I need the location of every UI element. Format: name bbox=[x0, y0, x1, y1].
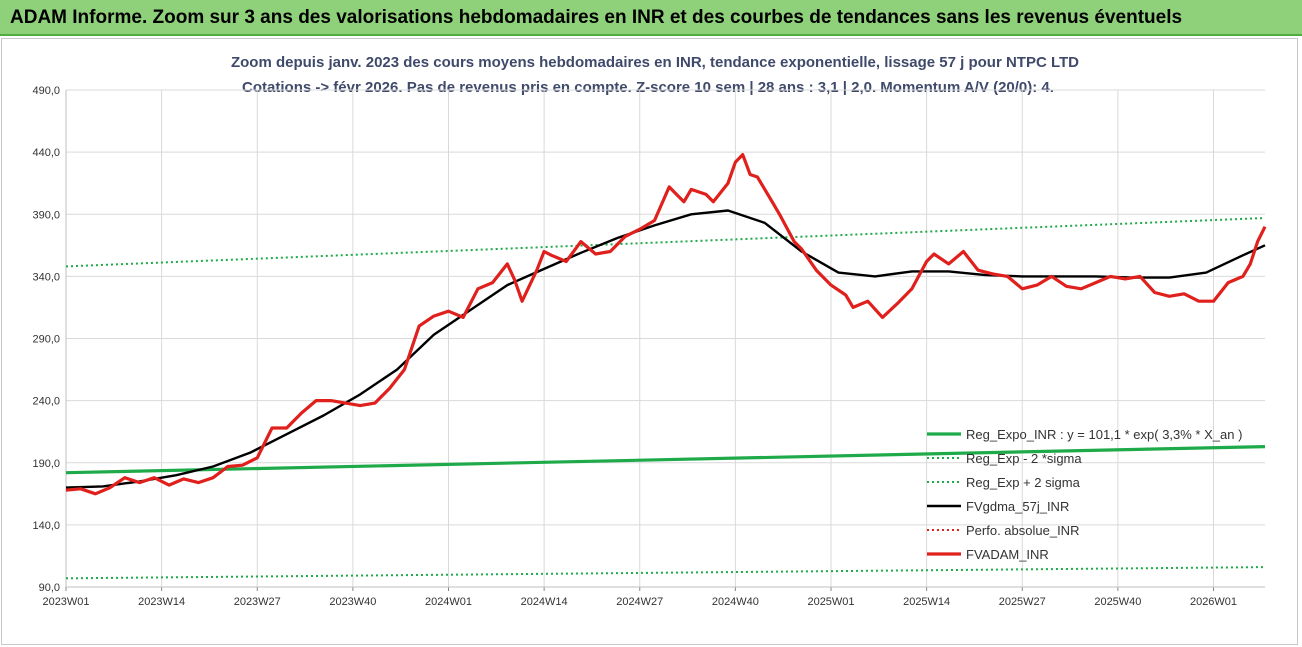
legend-label: Perfo. absolue_INR bbox=[966, 523, 1079, 538]
series-lines bbox=[65, 153, 1267, 580]
axes: 490,0 440,0 390,0 340,0 290,0 240,0 190,0 140,0… bbox=[32, 85, 1265, 608]
chart-title: Zoom depuis janv. 2023 des cours moyens … bbox=[231, 54, 1079, 71]
y-tick-label: 240,0 bbox=[32, 396, 60, 408]
report-banner: ADAM Informe. Zoom sur 3 ans des valoris… bbox=[0, 0, 1302, 36]
y-tick-label: 490,0 bbox=[32, 85, 60, 97]
x-tick-label: 2025W40 bbox=[1094, 596, 1141, 608]
legend-label: Reg_Exp + 2 sigma bbox=[966, 475, 1081, 490]
y-tick-label: 440,0 bbox=[32, 147, 60, 159]
series-line-1 bbox=[65, 566, 1266, 580]
x-tick-label: 2025W27 bbox=[999, 596, 1046, 608]
x-tick-label: 2024W01 bbox=[425, 596, 472, 608]
series-line-0 bbox=[65, 445, 1266, 475]
chart-subtitle: Cotations -> févr 2026. Pas de revenus p… bbox=[242, 79, 1054, 96]
y-tick-label: 140,0 bbox=[32, 520, 60, 532]
series-line-3 bbox=[65, 209, 1266, 489]
y-tick-label: 390,0 bbox=[32, 209, 60, 221]
x-tick-label: 2023W01 bbox=[42, 596, 89, 608]
x-tick-label: 2023W14 bbox=[138, 596, 185, 608]
x-tick-label: 2023W27 bbox=[234, 596, 281, 608]
x-tick-label: 2024W40 bbox=[712, 596, 759, 608]
x-tick-label: 2023W40 bbox=[329, 596, 376, 608]
x-tick-label: 2025W14 bbox=[903, 596, 950, 608]
x-tick-label: 2026W01 bbox=[1190, 596, 1237, 608]
chart-frame bbox=[1, 38, 1298, 645]
legend-label: FVgdma_57j_INR bbox=[966, 499, 1069, 514]
y-tick-label: 90,0 bbox=[39, 582, 60, 594]
x-tick-label: 2024W27 bbox=[616, 596, 663, 608]
legend-label: Reg_Exp - 2 *sigma bbox=[966, 451, 1082, 466]
legend: Reg_Expo_INR : y = 101,1 * exp( 3,3% * X… bbox=[927, 427, 1242, 562]
report-banner-title: ADAM Informe. Zoom sur 3 ans des valoris… bbox=[10, 7, 1183, 28]
y-tick-label: 290,0 bbox=[32, 334, 60, 346]
x-tick-label: 2024W14 bbox=[521, 596, 568, 608]
y-tick-label: 340,0 bbox=[32, 271, 60, 283]
x-tick-label: 2025W01 bbox=[807, 596, 854, 608]
legend-label: Reg_Expo_INR : y = 101,1 * exp( 3,3% * X… bbox=[966, 427, 1242, 442]
series-line-2 bbox=[65, 217, 1266, 268]
legend-label: FVADAM_INR bbox=[966, 547, 1049, 562]
grid-lines bbox=[65, 89, 1265, 588]
series-line-5 bbox=[65, 153, 1267, 496]
y-tick-label: 190,0 bbox=[32, 458, 60, 470]
